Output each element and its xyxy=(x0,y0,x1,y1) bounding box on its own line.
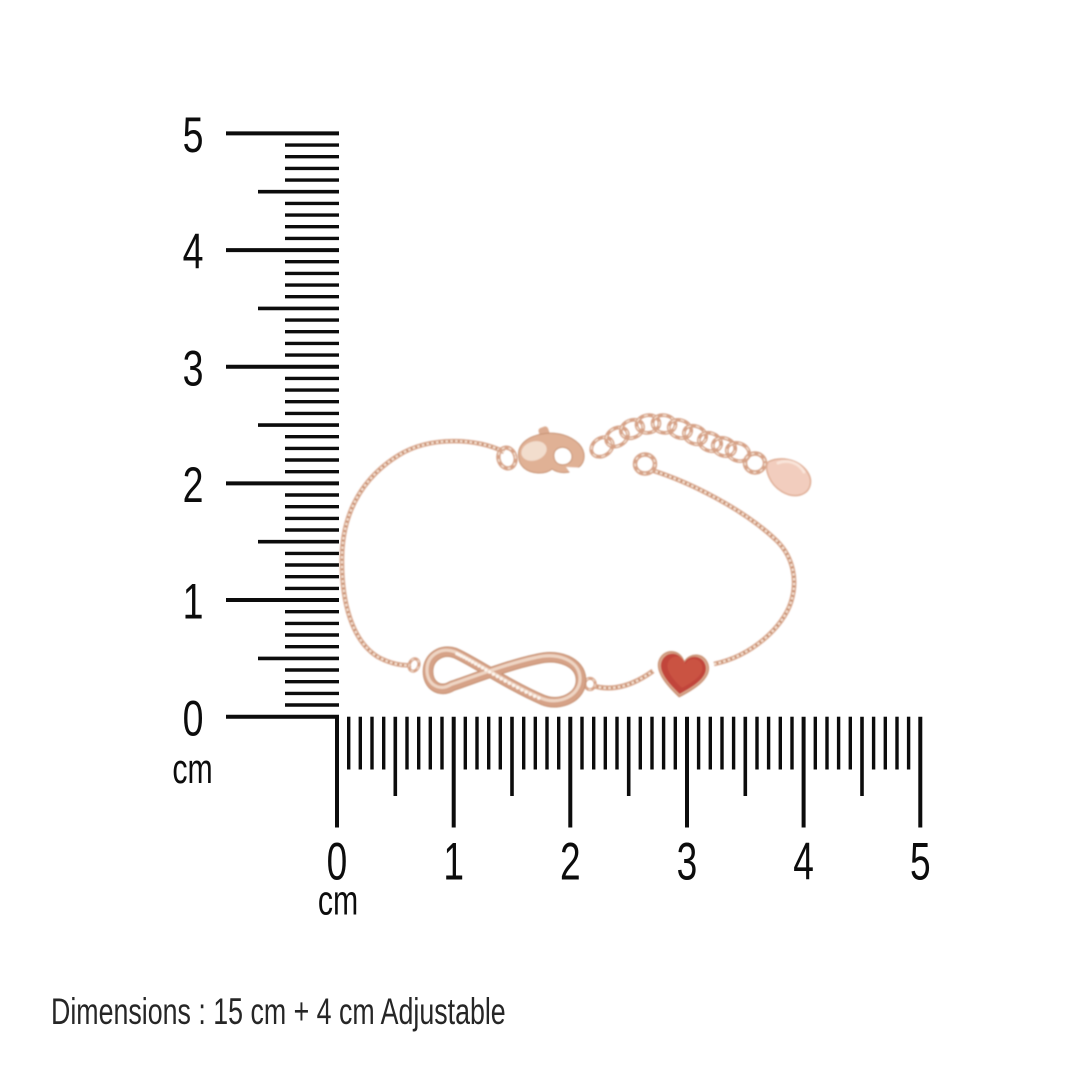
svg-text:2: 2 xyxy=(560,832,581,891)
svg-text:5: 5 xyxy=(183,108,204,163)
svg-text:Dimensions : 15 cm + 4 cm Adju: Dimensions : 15 cm + 4 cm Adjustable xyxy=(51,991,506,1032)
svg-text:4: 4 xyxy=(183,225,204,280)
svg-text:5: 5 xyxy=(910,832,931,891)
svg-text:cm: cm xyxy=(318,877,358,924)
svg-text:cm: cm xyxy=(172,745,212,792)
svg-text:3: 3 xyxy=(677,832,698,891)
svg-text:3: 3 xyxy=(183,341,204,396)
svg-text:0: 0 xyxy=(183,691,204,746)
svg-text:0: 0 xyxy=(327,832,348,891)
svg-text:1: 1 xyxy=(183,574,204,629)
svg-text:1: 1 xyxy=(443,832,464,891)
svg-text:4: 4 xyxy=(793,832,814,891)
svg-text:2: 2 xyxy=(183,458,204,513)
